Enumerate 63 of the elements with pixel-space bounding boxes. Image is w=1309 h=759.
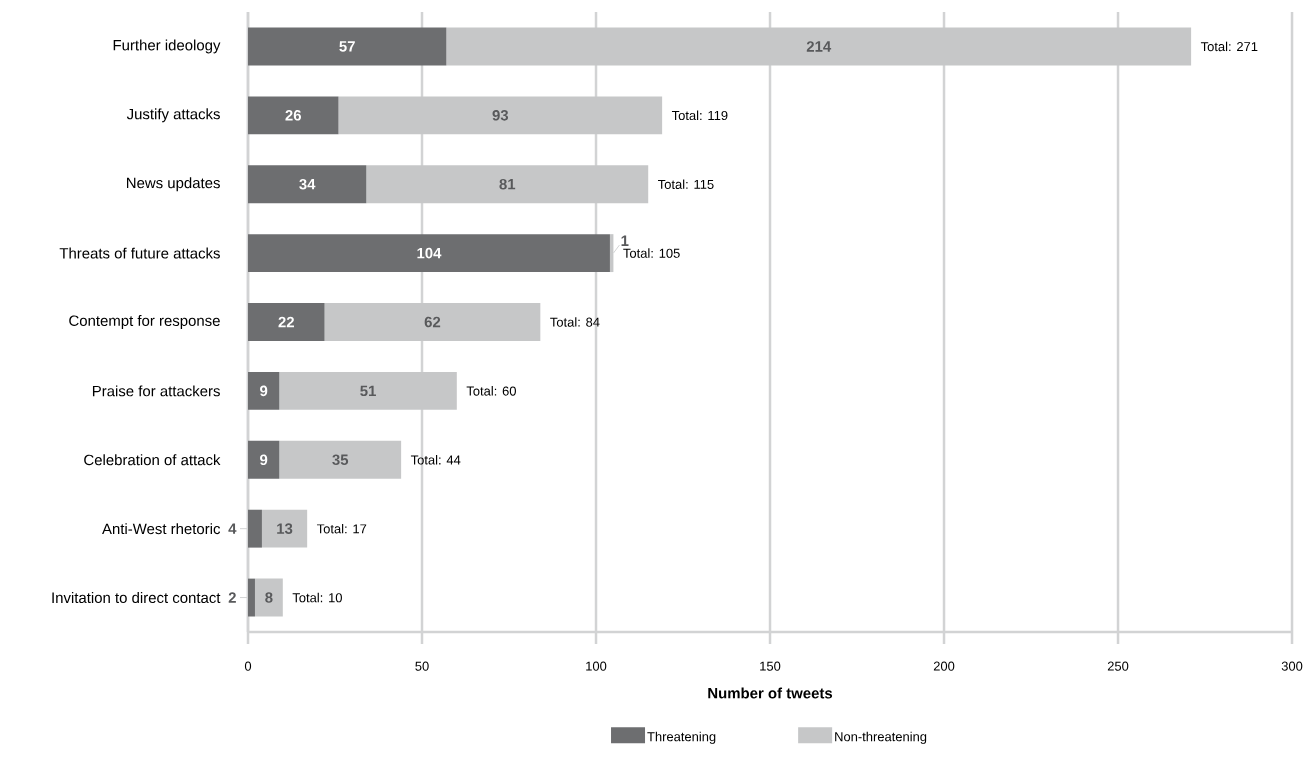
x-tick-label: 50 — [415, 661, 429, 671]
y-tick-label: Anti-West rhetoric — [102, 523, 221, 535]
data-label: 4 — [228, 523, 237, 534]
total-label: Total: 119 — [671, 110, 728, 121]
data-label: 22 — [278, 316, 294, 328]
data-label: 104 — [417, 247, 442, 259]
x-tick-label: 150 — [760, 661, 781, 671]
y-tick-label: Praise for attackers — [92, 385, 220, 397]
legend-label: Threatening — [647, 731, 716, 744]
bar — [446, 27, 1192, 66]
data-label: 26 — [285, 110, 302, 121]
bar — [248, 440, 280, 479]
data-label: 51 — [360, 385, 376, 397]
y-tick-label: Further ideology — [113, 39, 221, 54]
data-label: 214 — [806, 41, 832, 52]
y-tick-label: Contempt for response — [69, 315, 220, 329]
y-tick-label: News updates — [127, 177, 220, 192]
bar — [254, 578, 283, 617]
y-tick-label: Justify attacks — [126, 108, 220, 123]
data-label: 62 — [424, 316, 441, 328]
bar — [248, 509, 262, 548]
bar — [248, 578, 255, 617]
x-tick-label: 250 — [1107, 661, 1129, 671]
x-tick-label: 100 — [586, 661, 607, 671]
data-label: 9 — [260, 454, 268, 466]
bar — [261, 509, 308, 548]
bar — [338, 96, 663, 135]
bar — [248, 165, 367, 204]
bar — [279, 371, 457, 410]
bar — [248, 234, 610, 273]
total-label: Total: 105 — [623, 248, 680, 258]
bar — [248, 371, 280, 410]
x-tick-label: 300 — [1281, 661, 1303, 671]
total-label: Total: 10 — [292, 592, 342, 603]
bar — [279, 440, 402, 479]
data-label: 93 — [492, 110, 509, 121]
total-label: Total: 115 — [658, 179, 714, 189]
data-label: 13 — [277, 523, 293, 534]
total-label: Total: 60 — [466, 386, 516, 396]
y-tick-label: Celebration of attack — [84, 454, 221, 466]
bar — [248, 303, 325, 341]
data-label: 81 — [499, 178, 516, 190]
total-label: Total: 44 — [410, 455, 461, 465]
x-tick-label: 0 — [244, 661, 252, 671]
bar — [248, 96, 339, 135]
data-label: 57 — [339, 41, 355, 52]
data-label: 8 — [265, 592, 273, 603]
data-label: 2 — [228, 592, 236, 603]
y-tick-label: Invitation to direct contact — [52, 592, 221, 604]
bar — [248, 27, 447, 66]
data-label: 9 — [260, 385, 268, 397]
legend-label: Non-threatening — [835, 731, 927, 744]
total-label: Total: 271 — [1200, 41, 1258, 52]
data-label: 35 — [332, 454, 349, 466]
bar — [366, 165, 649, 204]
data-label: 1 — [621, 235, 629, 246]
y-tick-label: Threats of future attacks — [59, 247, 220, 259]
data-label: 34 — [299, 178, 316, 190]
x-tick-label: 200 — [933, 661, 955, 671]
x-axis-title: Number of tweets — [708, 687, 833, 699]
total-label: Total: 84 — [550, 317, 600, 327]
total-label: Total: 17 — [316, 523, 367, 534]
bar — [324, 303, 541, 341]
